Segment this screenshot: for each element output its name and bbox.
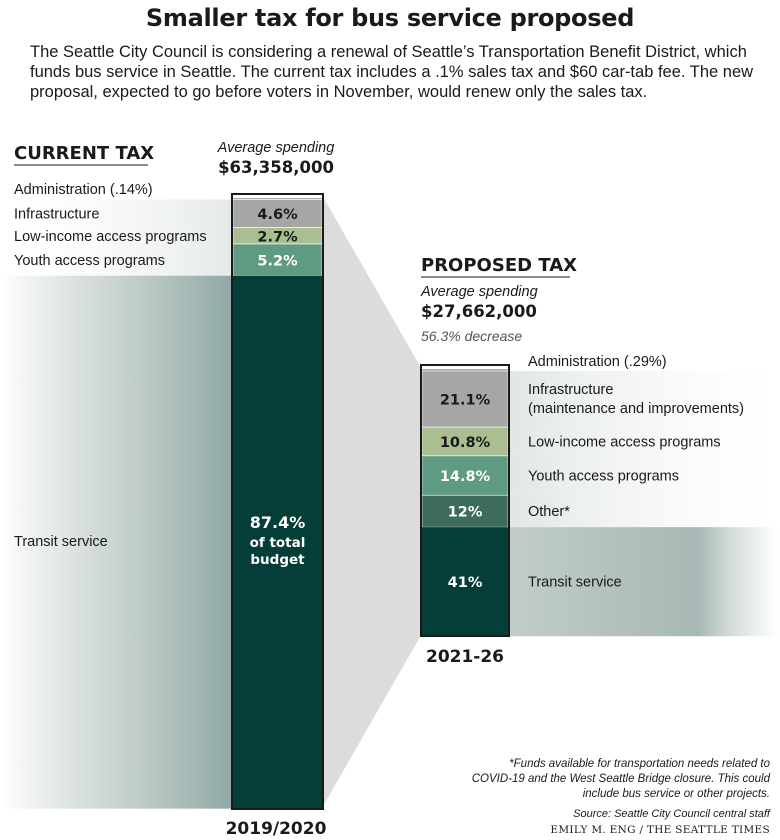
current-tax-row-bands (0, 199, 233, 809)
current-band-infrastructure (0, 199, 233, 228)
proposed-total: $27,662,000 (421, 302, 537, 321)
proposed-value-low-income-access-programs: 10.8% (440, 435, 491, 451)
chart-title: Smaller tax for bus service proposed (145, 4, 635, 32)
proposed-label-administration: Administration (.29%) (528, 354, 667, 370)
current-tax-category-labels: Administration (.14%) Infrastructure Low-i… (14, 182, 207, 550)
current-value-low-income-access-programs: 2.7% (257, 229, 298, 245)
proposed-label-infrastructure: Infrastructure (528, 382, 613, 398)
current-band-youth-access-programs (0, 244, 233, 276)
proposed-bar-other (421, 494, 509, 528)
proposed-value-youth-access-programs: 14.8% (440, 469, 491, 485)
proposed-period: 2021-26 (426, 647, 504, 667)
proposed-bar-outline (420, 364, 510, 637)
current-bar-outline (231, 193, 324, 810)
proposed-label-other: Other* (528, 504, 570, 520)
proposed-band-youth-access-programs (508, 455, 780, 496)
credit-line: EMILY M. ENG / THE SEATTLE TIMES (550, 824, 770, 836)
proposed-tax-bar: 21.1% 10.8% 14.8% 12% 41% (420, 364, 510, 637)
proposed-tax-row-bands (508, 371, 780, 637)
proposed-subtitle: Average spending (420, 284, 538, 300)
comparison-funnel (322, 195, 420, 808)
footnote: *Funds available for transportation need… (471, 758, 770, 800)
proposed-bar-infrastructure (421, 370, 509, 428)
current-label-infrastructure: Infrastructure (14, 207, 99, 223)
current-bar-transit-service (233, 275, 322, 809)
current-label-youth-access-programs: Youth access programs (14, 253, 165, 269)
proposed-band-low-income-access-programs (508, 427, 780, 456)
intro-text: The Seattle City Council is considering … (30, 43, 754, 101)
current-label-transit-service: Transit service (14, 534, 108, 550)
proposed-tax-category-labels: Administration (.29%) Infrastructure (main… (528, 354, 744, 591)
current-value-sub-line-2: budget (250, 552, 305, 568)
current-value-sub-line-1: of total (250, 535, 306, 551)
proposed-band-infrastructure (508, 371, 780, 428)
proposed-change: 56.3% decrease (421, 328, 522, 344)
current-value-infrastructure: 4.6% (257, 207, 298, 223)
proposed-label-youth-access-programs: Youth access programs (528, 469, 679, 485)
current-band-low-income-access-programs (0, 227, 233, 245)
proposed-bar-low-income-access-programs (421, 426, 509, 457)
proposed-value-transit-service: 41% (448, 575, 483, 591)
proposed-bar-transit-service (422, 527, 508, 637)
current-tax-heading: CURRENT TAX (14, 143, 154, 164)
proposed-band-transit-service (508, 527, 780, 637)
proposed-value-infrastructure: 21.1% (440, 393, 491, 409)
current-label-low-income-access-programs: Low-income access programs (14, 229, 207, 245)
proposed-label-infrastructure-detail: (maintenance and improvements) (528, 401, 744, 417)
proposed-label-transit-service: Transit service (528, 575, 622, 591)
current-total: $63,358,000 (218, 158, 334, 177)
proposed-label-low-income-access-programs: Low-income access programs (528, 434, 721, 450)
proposed-tax-heading: PROPOSED TAX (421, 255, 577, 276)
current-period: 2019/2020 (226, 819, 327, 839)
current-label-administration: Administration (.14%) (14, 182, 153, 198)
current-band-transit-service (0, 275, 233, 809)
proposed-bar-youth-access-programs (421, 455, 509, 496)
current-subtitle: Average spending (217, 140, 335, 156)
source-line: Source: Seattle City Council central sta… (573, 808, 770, 820)
current-bar-infrastructure (232, 199, 323, 228)
current-value-youth-access-programs: 5.2% (257, 253, 298, 269)
proposed-band-other (508, 495, 780, 528)
current-value-transit-service: 87.4% (250, 513, 306, 532)
proposed-value-other: 12% (448, 505, 483, 521)
